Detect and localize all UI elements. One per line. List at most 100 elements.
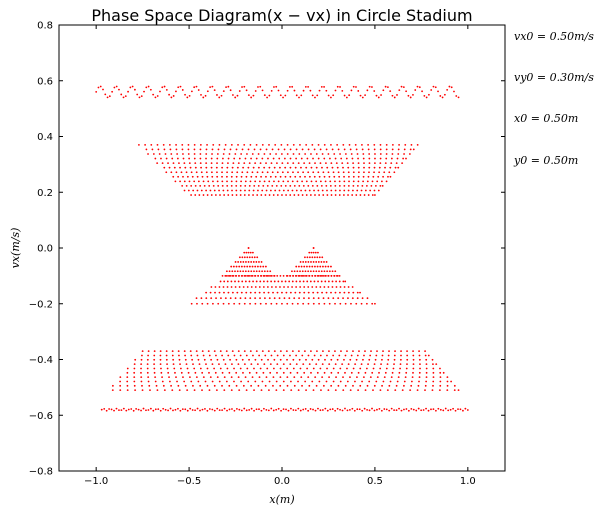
data-point [260,358,263,361]
data-point [238,256,241,259]
data-point [447,409,450,412]
data-point [255,408,258,411]
data-point [398,89,401,92]
data-point [277,407,280,410]
data-point [406,350,408,353]
data-point [387,175,389,178]
data-point [366,409,368,411]
data-point [161,162,164,165]
data-point [126,380,129,383]
data-point [384,166,386,169]
data-point [250,286,253,288]
data-point [186,96,189,99]
data-point [305,143,308,146]
data-point [234,153,237,155]
y-axis-label: vx(m/s) [9,228,22,269]
data-point [378,371,380,374]
data-point [400,350,402,353]
data-point [267,409,270,412]
data-point [301,148,304,151]
data-point [211,380,214,383]
data-point [327,265,330,268]
data-point [316,274,319,277]
data-point [260,409,263,412]
data-point [240,153,243,155]
data-point [324,280,327,283]
data-point [236,166,239,169]
data-point [292,409,295,411]
data-point [169,407,172,410]
data-point [309,270,312,273]
data-point [182,153,184,155]
data-point [406,354,409,357]
data-point [410,384,413,387]
data-point [254,291,257,294]
data-point [165,88,168,91]
data-point [224,297,227,300]
data-point [289,274,292,277]
data-point [315,270,318,273]
data-point [250,175,253,178]
data-point [370,350,372,353]
data-point [205,162,208,165]
data-point [443,93,446,96]
data-point [417,407,420,410]
data-point [249,143,252,146]
data-point [319,162,322,165]
data-point [298,291,301,294]
data-point [162,143,165,146]
data-point [363,162,365,165]
data-point [311,185,314,187]
data-point [286,89,289,92]
data-point [145,86,148,89]
data-point [308,384,311,387]
data-point [291,302,294,305]
data-point [286,162,289,165]
data-point [205,166,208,169]
data-point [275,286,277,288]
data-point [391,371,394,374]
data-point [339,286,342,288]
data-point [262,185,265,187]
data-point [194,185,197,187]
data-point [167,162,169,165]
data-point [319,265,322,268]
data-point [250,157,252,160]
data-point [133,380,136,383]
data-point [338,280,341,283]
data-point [269,153,272,155]
data-point [439,367,441,370]
data-point [235,274,238,277]
data-point [335,286,338,288]
data-point [292,162,295,165]
data-point [290,380,292,383]
data-point [118,409,120,411]
data-point [240,380,242,383]
data-point [269,371,272,374]
data-point [229,89,232,92]
data-point [312,291,315,294]
data-point [356,185,359,187]
data-point [332,94,335,97]
data-point [371,371,374,374]
data-point [206,384,209,387]
data-point [210,286,213,288]
data-point [240,291,243,294]
data-point [102,88,104,91]
data-point [133,363,136,366]
data-point [352,166,355,169]
data-point [322,350,324,353]
data-point [421,90,423,93]
data-point [104,93,107,96]
chart-title: Phase Space Diagram(x − vx) in Circle St… [91,6,472,25]
data-point [208,371,210,374]
data-point [147,376,150,379]
data-point [338,180,341,183]
data-point [313,256,316,259]
data-point [386,363,389,366]
data-point [175,148,178,151]
data-point [250,96,253,99]
data-point [329,180,332,183]
data-point [379,143,382,146]
